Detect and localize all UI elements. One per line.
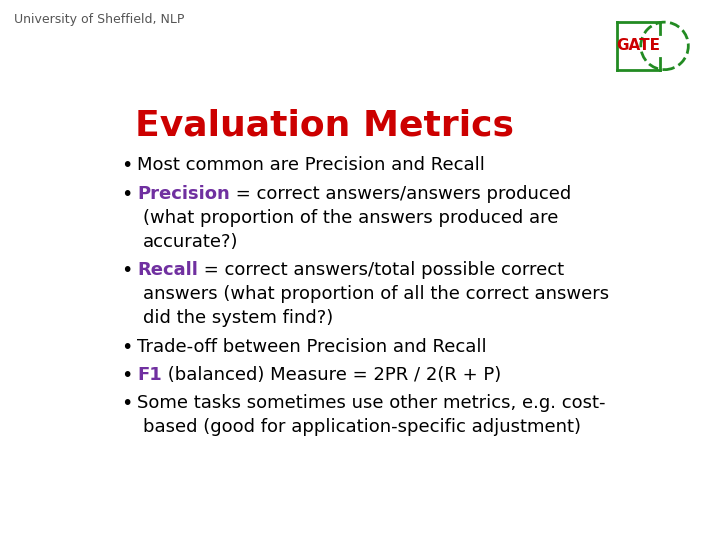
Text: based (good for application-specific adjustment): based (good for application-specific adj… [143,418,581,436]
Text: did the system find?): did the system find?) [143,309,333,327]
Text: Precision: Precision [138,185,230,202]
Text: •: • [121,394,132,413]
Text: = correct answers/answers produced: = correct answers/answers produced [230,185,572,202]
Text: (what proportion of the answers produced are: (what proportion of the answers produced… [143,208,559,227]
Text: (balanced) Measure = 2PR / 2(R + P): (balanced) Measure = 2PR / 2(R + P) [162,366,501,384]
Text: University of Sheffield, NLP: University of Sheffield, NLP [14,14,185,26]
Text: •: • [121,156,132,176]
Text: •: • [121,366,132,385]
Ellipse shape [641,22,688,70]
Text: Some tasks sometimes use other metrics, e.g. cost-: Some tasks sometimes use other metrics, … [138,394,606,412]
Text: = correct answers/total possible correct: = correct answers/total possible correct [198,261,564,279]
Text: •: • [121,338,132,356]
Text: F1: F1 [138,366,162,384]
Text: accurate?): accurate?) [143,233,238,251]
Text: Most common are Precision and Recall: Most common are Precision and Recall [138,156,485,174]
Text: •: • [121,185,132,204]
Text: Trade-off between Precision and Recall: Trade-off between Precision and Recall [138,338,487,355]
Text: answers (what proportion of all the correct answers: answers (what proportion of all the corr… [143,285,609,303]
Text: Recall: Recall [138,261,198,279]
Text: GATE: GATE [616,38,661,53]
Text: •: • [121,261,132,280]
Text: Evaluation Metrics: Evaluation Metrics [135,109,513,143]
